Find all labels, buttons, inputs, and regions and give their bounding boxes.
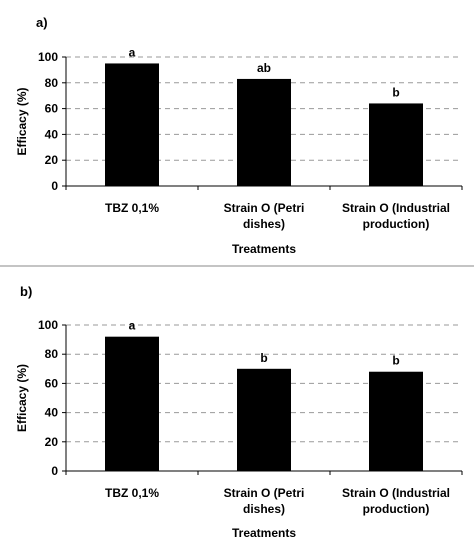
chart-panel-a: a) 0 20 40 60 80 100 a TBZ 0,1% ab Strain O (Petri… — [15, 15, 463, 256]
y-tick-label: 80 — [45, 347, 59, 361]
bar-2 — [237, 368, 291, 471]
significance-label: b — [260, 351, 267, 365]
y-tick-label: 100 — [38, 318, 58, 332]
category-label-line: production) — [363, 217, 430, 231]
panel-label: b) — [20, 284, 32, 299]
category-label: TBZ 0,1% — [105, 486, 159, 500]
chart-panel-b: b) 0 20 40 60 80 100 a TBZ 0,1% b Strain O (Petri d… — [15, 284, 463, 540]
y-tick-label: 40 — [45, 127, 59, 141]
y-tick-label: 20 — [45, 153, 59, 167]
category-label: Strain O (Industrial production) — [342, 486, 450, 516]
category-label-line: Strain O (Petri — [224, 486, 305, 500]
x-axis-title: Treatments — [232, 526, 296, 540]
bar-1 — [105, 63, 159, 187]
significance-label: b — [392, 354, 399, 368]
category-label-line: production) — [363, 502, 430, 516]
category-label-line: TBZ 0,1% — [105, 201, 159, 215]
y-tick-label: 80 — [45, 76, 59, 90]
y-tick-label: 60 — [45, 376, 59, 390]
panel-label: a) — [36, 15, 48, 30]
category-label-line: dishes) — [243, 502, 285, 516]
category-label: Strain O (Industrial production) — [342, 201, 450, 231]
category-label-line: Strain O (Industrial — [342, 201, 450, 215]
category-label: TBZ 0,1% — [105, 201, 159, 215]
y-tick-label: 100 — [38, 50, 58, 64]
significance-label: b — [392, 85, 399, 99]
y-tick-label: 0 — [51, 179, 58, 193]
y-axis-title: Efficacy (%) — [15, 364, 29, 432]
category-label-line: TBZ 0,1% — [105, 486, 159, 500]
category-label: Strain O (Petri dishes) — [224, 486, 305, 516]
category-label-line: dishes) — [243, 217, 285, 231]
y-tick-label: 20 — [45, 435, 59, 449]
bar-3 — [369, 103, 423, 186]
significance-label: a — [129, 45, 136, 59]
y-axis-title: Efficacy (%) — [15, 87, 29, 155]
significance-label: ab — [257, 61, 271, 75]
bar-2 — [237, 78, 291, 186]
x-axis-title: Treatments — [232, 242, 296, 256]
category-label: Strain O (Petri dishes) — [224, 201, 305, 231]
y-tick-label: 0 — [51, 464, 58, 478]
category-label-line: Strain O (Industrial — [342, 486, 450, 500]
y-tick-label: 60 — [45, 102, 59, 116]
y-tick-label: 40 — [45, 406, 59, 420]
bar-3 — [369, 371, 423, 471]
bar-1 — [105, 336, 159, 471]
category-label-line: Strain O (Petri — [224, 201, 305, 215]
significance-label: a — [129, 319, 136, 333]
